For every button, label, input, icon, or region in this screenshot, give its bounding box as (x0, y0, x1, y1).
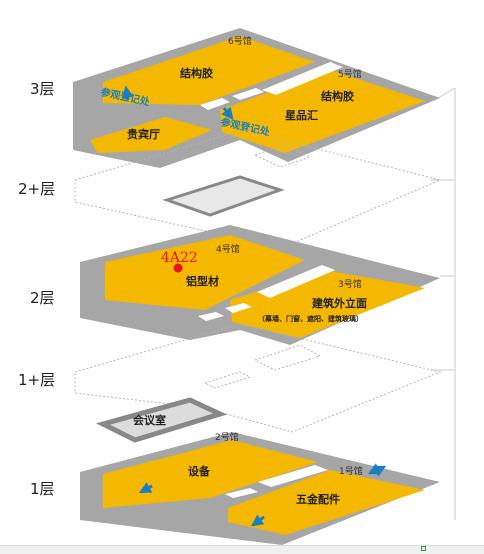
hall-5-number: 5号馆 (338, 68, 362, 80)
corridor-strip (232, 88, 264, 100)
entrance-arrow-icon (121, 85, 134, 101)
corridor-strip (225, 303, 252, 313)
floor-2plus-inner-outline (253, 144, 312, 168)
vip-room-area[interactable] (90, 117, 212, 153)
corridor-strip (198, 312, 224, 321)
entrance-arrow-icon (221, 106, 234, 120)
entrance-arrow-icon (372, 465, 387, 477)
hall-6-name: 结构胶 (179, 66, 213, 80)
floor-label-1[interactable]: 1层 (30, 480, 55, 498)
corridor-strip (225, 488, 258, 498)
hall-4-number: 4号馆 (216, 243, 240, 255)
hall-6-area[interactable] (103, 36, 315, 105)
floor-labels: 3层 2+层 2层 1+层 1层 (18, 80, 55, 498)
floor-label-3[interactable]: 3层 (30, 80, 55, 98)
booth-marker-icon[interactable] (173, 263, 183, 273)
corridor-strip (200, 98, 230, 110)
floor-2-plus (74, 129, 442, 249)
hall-6-number: 6号馆 (228, 35, 252, 47)
floor-1: 2号馆 设备 1号馆 五金配件 (80, 431, 440, 545)
hall-2-name: 设备 (188, 464, 211, 478)
entrance-arrow-icon (251, 514, 265, 527)
hall-3-name: 建筑外立面 (312, 296, 367, 310)
status-indicator-icon (421, 546, 426, 551)
corridor-strip (258, 465, 328, 487)
hall-2-area[interactable] (103, 440, 318, 508)
floor-label-2[interactable]: 2层 (30, 289, 55, 307)
floor-label-1plus[interactable]: 1+层 (18, 371, 55, 389)
hall-4-name: 铝型材 (186, 274, 219, 288)
floor-label-2plus[interactable]: 2+层 (18, 180, 55, 198)
hall-5-name-2: 星品汇 (285, 109, 318, 122)
hall-4-area[interactable] (105, 235, 305, 310)
vip-room-label: 贵宾厅 (127, 127, 160, 141)
meeting-room-area[interactable] (96, 397, 227, 443)
floor-2plus-outline (74, 129, 442, 249)
hall-1-number: 1号馆 (339, 465, 363, 477)
hall-2-number: 2号馆 (215, 431, 239, 443)
floor-1plus-inner-outline (253, 344, 322, 371)
corridor-strip (262, 62, 343, 95)
hall-3-number: 3号馆 (338, 278, 362, 290)
floor-1-plus: 会议室 (74, 323, 442, 443)
floor-1plus-outline (74, 323, 442, 433)
meeting-room-label: 会议室 (133, 413, 166, 427)
floor-2plus-room[interactable] (162, 175, 285, 217)
entrance-arrow-icon (138, 482, 153, 494)
corridor-strip (257, 265, 335, 298)
hall-1-name: 五金配件 (296, 492, 340, 506)
hall-1-area[interactable] (228, 470, 425, 535)
booth-label: 4A22 (161, 250, 198, 266)
floor-2: 4号馆 铝型材 3号馆 建筑外立面 （幕墙、门窗、遮阳、建筑玻璃） 4A22 (80, 225, 440, 345)
hall-3-subtitle: （幕墙、门窗、遮阳、建筑玻璃） (258, 314, 363, 323)
hall-5-area[interactable] (220, 70, 425, 153)
hall-5-name-1: 结构胶 (320, 89, 354, 103)
floor-connector-lines (430, 87, 456, 520)
floor-1plus-inner-outline (203, 371, 252, 389)
bottom-status-bar (0, 545, 484, 554)
floor-3: 6号馆 结构胶 5号馆 结构胶 星品汇 贵宾厅 参观登记处 参观登记处 (73, 28, 440, 168)
